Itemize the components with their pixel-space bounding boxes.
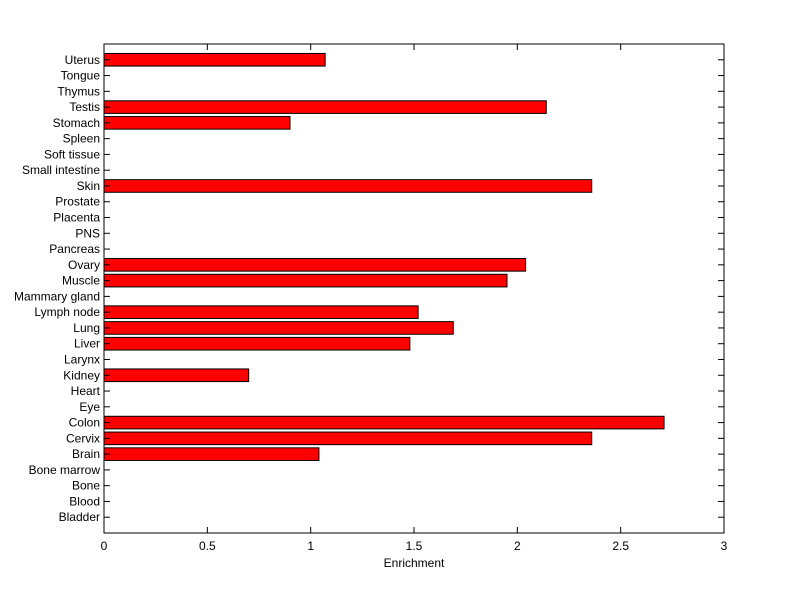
bar-colon xyxy=(103,415,665,430)
y-tick-label: Small intestine xyxy=(22,163,100,177)
y-tick-label: Brain xyxy=(72,447,100,461)
y-tick-label: Larynx xyxy=(64,352,100,366)
y-tick-label: Uterus xyxy=(65,53,100,67)
y-tick-label: Bone xyxy=(72,479,100,493)
y-tick-label: Soft tissue xyxy=(44,147,100,161)
x-tick-labels: 0 0.5 1 1.5 2 2.5 3 xyxy=(101,539,728,553)
y-tick-label: Blood xyxy=(69,494,100,508)
y-tick-label: Skin xyxy=(77,179,100,193)
bar-brain xyxy=(103,447,320,461)
y-tick-label: Colon xyxy=(69,416,100,430)
y-tick-label: Mammary gland xyxy=(14,289,100,303)
y-tick-label: Heart xyxy=(71,384,101,398)
y-tick-label: Thymus xyxy=(57,84,100,98)
y-tick-label: Lymph node xyxy=(34,305,100,319)
x-tick-label: 0.5 xyxy=(199,539,216,553)
bar-cervix xyxy=(103,431,593,446)
bar-testis xyxy=(103,100,547,114)
y-tick-label: Stomach xyxy=(53,116,100,130)
x-tick-label: 1 xyxy=(307,539,314,553)
x-tick-label: 2 xyxy=(514,539,521,553)
bar-kidney xyxy=(103,368,250,383)
y-tick-label: Muscle xyxy=(62,274,100,288)
x-axis-label: Enrichment xyxy=(384,556,445,570)
bar-uterus xyxy=(103,52,326,67)
y-tick-label: Placenta xyxy=(53,211,100,225)
y-tick-label: Tongue xyxy=(61,69,101,83)
x-tick-label: 3 xyxy=(721,539,728,553)
bar-muscle xyxy=(103,273,508,288)
bar-ovary xyxy=(103,258,527,272)
bars-layer xyxy=(103,52,665,461)
y-tick-label: Pancreas xyxy=(49,242,100,256)
y-tick-label: Lung xyxy=(73,321,100,335)
axes-box xyxy=(103,43,725,534)
bar-stomach xyxy=(103,116,291,130)
y-tick-label: Liver xyxy=(74,337,100,351)
bar-skin xyxy=(103,179,593,193)
y-tick-label: Testis xyxy=(69,100,100,114)
x-tick-label: 2.5 xyxy=(612,539,629,553)
bar-lung xyxy=(103,321,454,335)
y-tick-label: Bladder xyxy=(59,510,100,524)
bar-lymph-node xyxy=(103,305,419,319)
y-tick-label: Bone marrow xyxy=(29,463,101,477)
y-tick-label: Kidney xyxy=(63,368,100,382)
bar-liver xyxy=(103,336,411,351)
x-tick-label: 0 xyxy=(101,539,108,553)
y-tick-label: Cervix xyxy=(66,431,100,445)
y-tick-label: Eye xyxy=(79,400,100,414)
y-tick-label: Prostate xyxy=(55,195,100,209)
y-tick-label: PNS xyxy=(75,226,100,240)
y-tick-label: Ovary xyxy=(68,258,100,272)
x-tick-label: 1.5 xyxy=(406,539,423,553)
y-tick-label: Spleen xyxy=(63,132,100,146)
